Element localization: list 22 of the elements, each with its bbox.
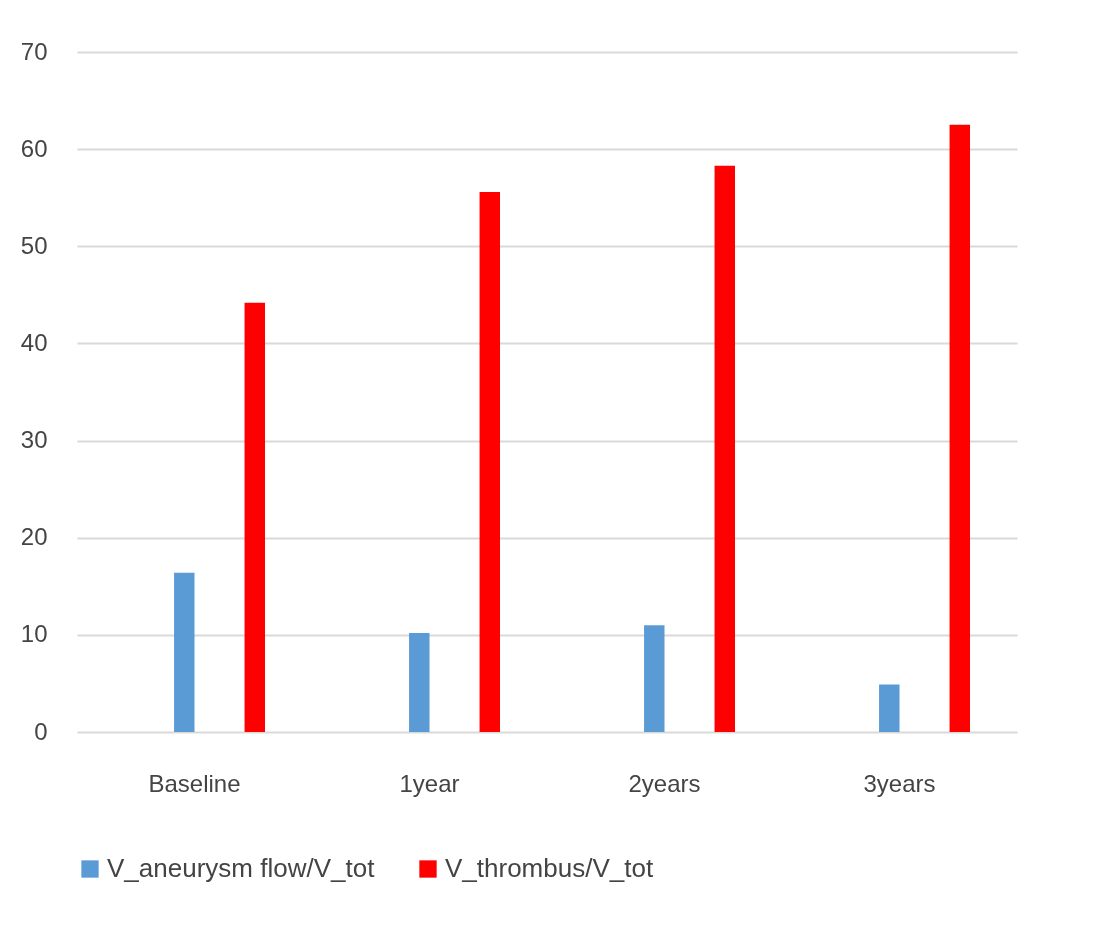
bar <box>174 572 195 732</box>
y-tick-label: 20 <box>20 523 48 551</box>
y-tick-label: 40 <box>20 328 48 356</box>
legend-label: V_thrombus/V_tot <box>445 853 654 883</box>
bar <box>949 124 970 732</box>
legend-label: V_aneurysm flow/V_tot <box>107 853 376 883</box>
bar <box>644 625 665 732</box>
bar <box>244 302 265 732</box>
x-tick-label: 3years <box>863 769 936 797</box>
bar <box>479 191 500 732</box>
x-tick-label: 2years <box>628 769 701 797</box>
x-tick-label: Baseline <box>148 769 241 797</box>
y-tick-label: 10 <box>20 620 48 648</box>
x-tick-label: 1year <box>399 769 460 797</box>
y-tick-label: 60 <box>20 134 48 162</box>
y-tick-label: 50 <box>20 231 48 259</box>
y-tick-label: 0 <box>34 717 48 745</box>
bar <box>879 684 900 732</box>
y-tick-label: 30 <box>20 426 48 454</box>
bar <box>714 165 735 732</box>
bar <box>409 632 430 732</box>
y-tick-label: 70 <box>20 37 48 65</box>
